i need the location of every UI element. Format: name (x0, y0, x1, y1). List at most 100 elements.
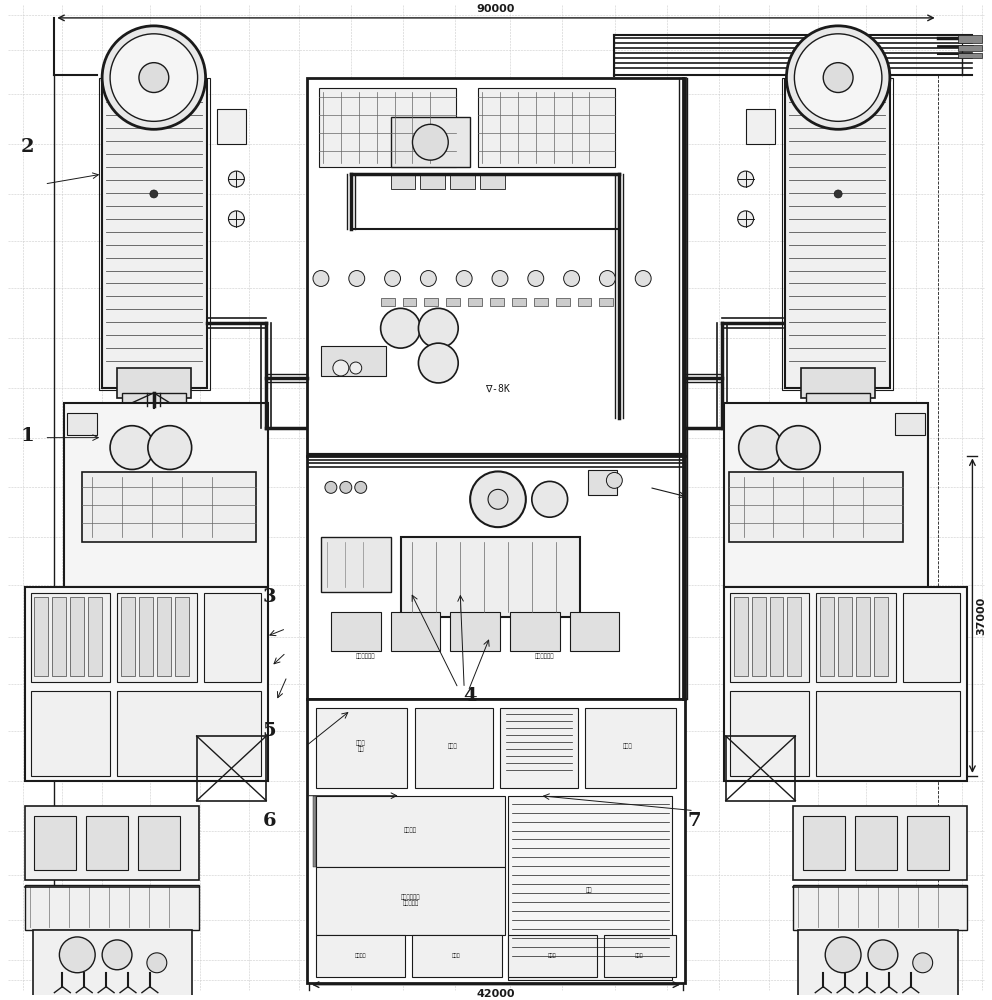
Bar (856, 597, 870, 676)
Bar (331, 612, 381, 651)
Circle shape (349, 271, 365, 286)
Bar (786, 80, 890, 388)
Circle shape (385, 271, 401, 286)
Bar (838, 597, 852, 676)
Bar (157, 597, 171, 676)
Circle shape (419, 308, 458, 348)
Bar (794, 806, 967, 880)
Bar (25, 885, 198, 930)
Bar (816, 691, 960, 776)
Text: 3: 3 (263, 588, 276, 606)
Bar (307, 78, 685, 456)
Text: 机电仪工段间
及辅助用房: 机电仪工段间 及辅助用房 (401, 894, 421, 906)
Text: 控制室: 控制室 (447, 743, 457, 749)
Circle shape (60, 937, 95, 973)
Circle shape (421, 271, 436, 286)
Bar (903, 593, 960, 682)
Circle shape (470, 471, 526, 527)
Bar (82, 472, 256, 542)
Circle shape (110, 34, 197, 121)
Circle shape (825, 937, 861, 973)
Circle shape (350, 362, 362, 374)
Bar (794, 885, 967, 930)
Bar (907, 816, 948, 870)
Bar (122, 393, 186, 408)
Bar (25, 806, 198, 880)
Circle shape (150, 190, 158, 198)
Bar (478, 88, 615, 167)
Bar (820, 597, 834, 676)
Circle shape (606, 472, 622, 488)
Bar (724, 403, 928, 587)
Text: 太锅炉室: 太锅炉室 (404, 828, 417, 833)
Bar (752, 597, 766, 676)
Bar (508, 796, 672, 980)
Bar (319, 88, 456, 167)
Bar (729, 472, 903, 542)
Text: $\nabla$-8K: $\nabla$-8K (485, 382, 511, 394)
Circle shape (492, 271, 508, 286)
Bar (855, 816, 897, 870)
Text: 楼梯: 楼梯 (586, 887, 593, 893)
Circle shape (834, 190, 842, 198)
Bar (307, 699, 685, 983)
Circle shape (738, 171, 754, 187)
Text: 2: 2 (21, 138, 35, 156)
Bar (604, 935, 676, 977)
Bar (802, 368, 875, 398)
Bar (67, 413, 97, 435)
Circle shape (333, 360, 349, 376)
Bar (139, 597, 153, 676)
Circle shape (532, 481, 567, 517)
Bar (117, 593, 196, 682)
Bar (450, 174, 475, 189)
Bar (584, 708, 676, 788)
Circle shape (563, 271, 579, 286)
Bar (381, 298, 395, 306)
Circle shape (228, 211, 244, 227)
Circle shape (139, 63, 169, 92)
Bar (770, 597, 784, 676)
Bar (391, 174, 416, 189)
Bar (25, 587, 268, 781)
Text: 1: 1 (21, 427, 35, 445)
Bar (500, 708, 577, 788)
Bar (783, 78, 893, 390)
Text: 4: 4 (463, 687, 477, 705)
Bar (401, 537, 579, 617)
Text: 消防室: 消防室 (452, 953, 460, 958)
Text: 发电机: 发电机 (635, 953, 644, 958)
Bar (599, 298, 613, 306)
Circle shape (738, 211, 754, 227)
Text: 5: 5 (263, 722, 276, 740)
Bar (316, 796, 505, 867)
Bar (216, 109, 246, 144)
Circle shape (528, 271, 544, 286)
Circle shape (777, 426, 820, 469)
Bar (450, 612, 500, 651)
Bar (726, 736, 796, 801)
Bar (480, 174, 505, 189)
Bar (746, 109, 776, 144)
Bar (806, 393, 870, 408)
Bar (138, 816, 180, 870)
Text: 辅助用房: 辅助用房 (355, 953, 366, 958)
Bar (512, 298, 526, 306)
Circle shape (913, 953, 932, 973)
Text: 辅导蒸汽压板: 辅导蒸汽压板 (535, 654, 555, 659)
Bar (957, 45, 982, 51)
Text: 7: 7 (687, 812, 700, 830)
Circle shape (381, 308, 421, 348)
Bar (421, 174, 445, 189)
Bar (804, 816, 845, 870)
Bar (203, 593, 261, 682)
Bar (31, 593, 110, 682)
Bar (490, 298, 504, 306)
Text: 辅导蒸汽压板: 辅导蒸汽压板 (356, 654, 375, 659)
Text: 42000: 42000 (477, 989, 515, 999)
Bar (425, 298, 438, 306)
Bar (102, 80, 206, 388)
Bar (391, 117, 470, 167)
Bar (446, 298, 460, 306)
Bar (321, 346, 386, 376)
